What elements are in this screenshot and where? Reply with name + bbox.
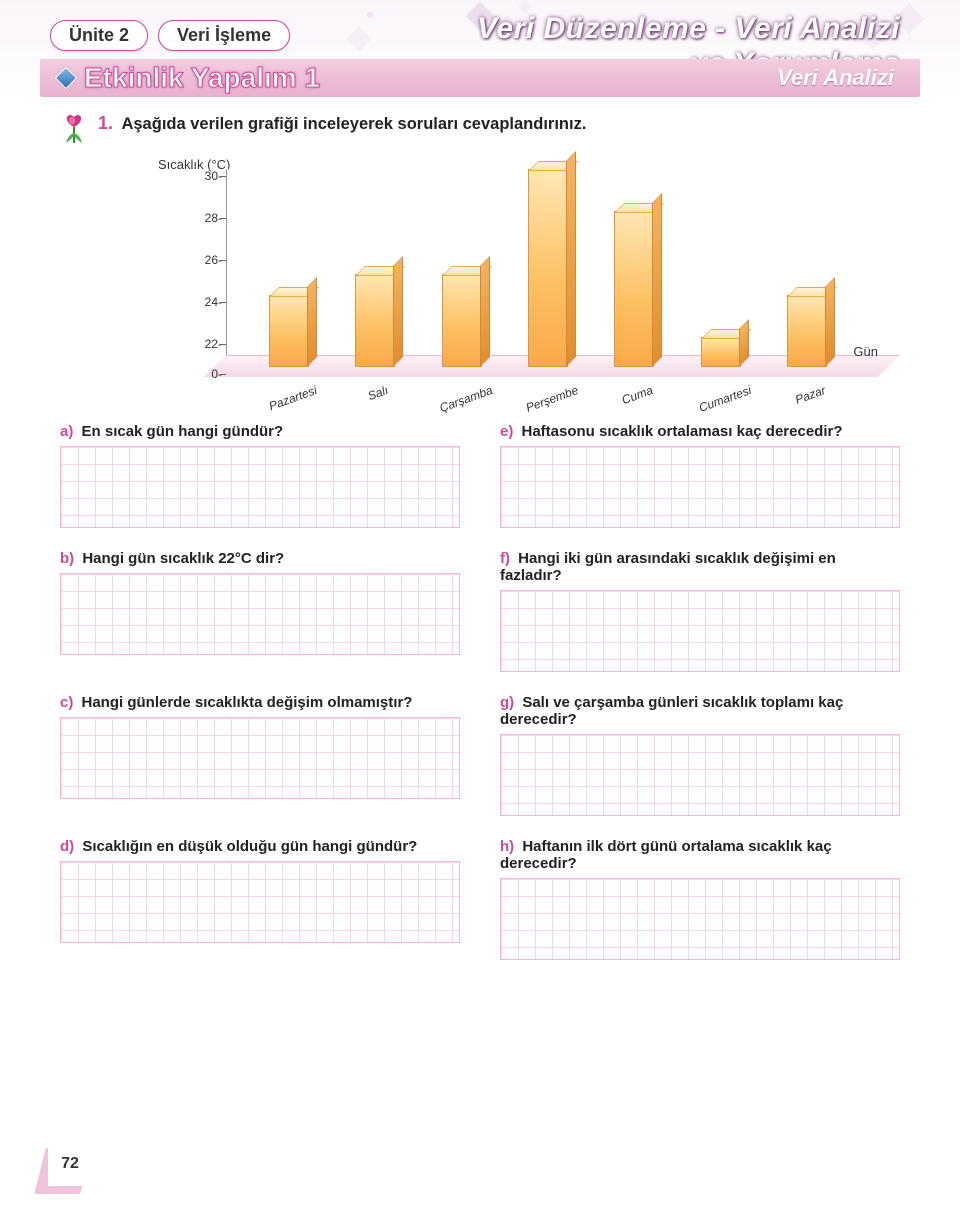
y-tick: 24- xyxy=(190,295,222,309)
bar xyxy=(614,211,654,367)
diamond-icon xyxy=(55,67,78,90)
question-cell: a) En sıcak gün hangi gündür? xyxy=(60,423,460,528)
activity-subtitle: Veri Analizi xyxy=(777,65,894,91)
page-number: 72 xyxy=(48,1142,92,1186)
activity-title: Etkinlik Yapalım 1 xyxy=(84,62,320,94)
y-tick: 0- xyxy=(190,367,222,381)
bar xyxy=(787,295,827,367)
y-tick: 30- xyxy=(190,169,222,183)
answer-box[interactable] xyxy=(500,446,900,528)
answer-box[interactable] xyxy=(500,734,900,816)
question-label: f) xyxy=(500,550,510,567)
question-cell: h) Haftanın ilk dört günü ortalama sıcak… xyxy=(500,838,900,960)
activity-bar: Etkinlik Yapalım 1 Veri Analizi xyxy=(40,59,920,97)
x-tick-label: Çarşamba xyxy=(437,383,494,415)
question-prompt: Hangi gün sıcaklık 22°C dir? xyxy=(78,550,284,567)
x-axis-label: Gün xyxy=(853,344,878,359)
question-prompt: Salı ve çarşamba günleri sıcaklık toplam… xyxy=(500,694,843,728)
question-label: g) xyxy=(500,694,514,711)
question-prompt: En sıcak gün hangi gündür? xyxy=(77,423,283,440)
answer-box[interactable] xyxy=(60,573,460,655)
question-cell: f) Hangi iki gün arasındaki sıcaklık değ… xyxy=(500,550,900,672)
question-cell: e) Haftasonu sıcaklık ortalaması kaç der… xyxy=(500,423,900,528)
question-number: 1. xyxy=(98,113,113,133)
x-tick-label: Pazartesi xyxy=(267,383,319,413)
question-label: b) xyxy=(60,550,74,567)
question-text: Aşağıda verilen grafiği inceleyerek soru… xyxy=(121,115,586,133)
answer-box[interactable] xyxy=(60,446,460,528)
x-tick-label: Salı xyxy=(366,383,390,403)
x-tick-label: Perşembe xyxy=(524,383,580,415)
answer-box[interactable] xyxy=(500,878,900,960)
answer-box[interactable] xyxy=(60,861,460,943)
bar xyxy=(701,337,741,367)
y-tick: 28- xyxy=(190,211,222,225)
question-prompt: Hangi günlerde sıcaklıkta değişim olmamı… xyxy=(77,694,412,711)
question-cell: d) Sıcaklığın en düşük olduğu gün hangi … xyxy=(60,838,460,960)
y-tick: 26- xyxy=(190,253,222,267)
tulip-icon xyxy=(60,113,88,145)
bar xyxy=(269,295,309,367)
question-cell: g) Salı ve çarşamba günleri sıcaklık top… xyxy=(500,694,900,816)
question-label: h) xyxy=(500,838,514,855)
question-prompt: Sıcaklığın en düşük olduğu gün hangi gün… xyxy=(78,838,417,855)
question-cell: b) Hangi gün sıcaklık 22°C dir? xyxy=(60,550,460,672)
question-label: d) xyxy=(60,838,74,855)
y-tick: 22- xyxy=(190,337,222,351)
x-tick-label: Cuma xyxy=(620,383,655,407)
question-label: c) xyxy=(60,694,73,711)
answer-box[interactable] xyxy=(60,717,460,799)
bar xyxy=(442,274,482,367)
question-label: a) xyxy=(60,423,73,440)
question-label: e) xyxy=(500,423,513,440)
question-prompt: Hangi iki gün arasındaki sıcaklık değişi… xyxy=(500,550,836,584)
bar xyxy=(355,274,395,367)
question-cell: c) Hangi günlerde sıcaklıkta değişim olm… xyxy=(60,694,460,816)
topic-badge: Veri İşleme xyxy=(158,20,290,51)
title-line1: Veri Düzenleme - Veri Analizi xyxy=(477,12,900,47)
x-tick-label: Pazar xyxy=(793,383,827,407)
question-prompt: Haftasonu sıcaklık ortalaması kaç derece… xyxy=(517,423,842,440)
unit-badge: Ünite 2 xyxy=(50,20,148,51)
answer-box[interactable] xyxy=(500,590,900,672)
temperature-chart: Sıcaklık (°C) PazartesiSalıÇarşambaPerşe… xyxy=(150,159,870,399)
bar xyxy=(528,169,568,367)
x-tick-label: Cumartesi xyxy=(697,383,753,415)
question-prompt: Haftanın ilk dört günü ortalama sıcaklık… xyxy=(500,838,832,872)
